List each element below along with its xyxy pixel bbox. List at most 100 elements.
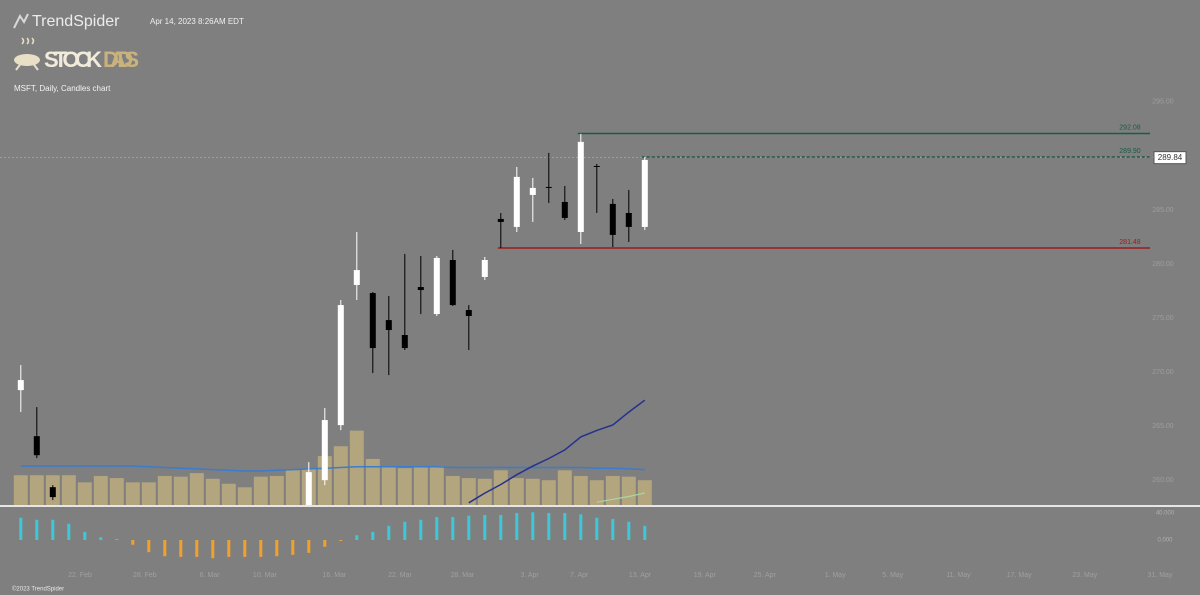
volume-bar bbox=[365, 458, 380, 505]
osc-bar bbox=[403, 521, 407, 540]
volume-bar bbox=[157, 475, 172, 505]
volume-bar bbox=[605, 475, 620, 505]
y-tick-label: 260.00 bbox=[1152, 477, 1174, 484]
volume-bar bbox=[573, 475, 588, 505]
volume-bar bbox=[557, 470, 572, 505]
osc-bar bbox=[611, 519, 615, 540]
volume-bar bbox=[141, 482, 156, 505]
volume-bar bbox=[413, 466, 428, 505]
volume-bar bbox=[205, 478, 220, 505]
level-label: 289.90 bbox=[1119, 148, 1141, 155]
candle-body bbox=[17, 380, 24, 391]
candle-body bbox=[641, 159, 648, 227]
osc-bar bbox=[243, 540, 247, 557]
candle-body bbox=[433, 257, 440, 315]
osc-bar bbox=[339, 540, 343, 541]
x-tick-label: 13. Apr bbox=[629, 572, 652, 579]
osc-bar bbox=[275, 540, 279, 557]
osc-bar bbox=[563, 512, 567, 540]
osc-bar bbox=[83, 531, 87, 540]
osc-bar bbox=[51, 519, 55, 540]
volume-bar bbox=[189, 473, 204, 505]
candle-body bbox=[49, 487, 56, 498]
volume-bar bbox=[61, 475, 76, 505]
osc-bar bbox=[323, 540, 327, 547]
osc-bar bbox=[595, 517, 599, 540]
stockdads-icon bbox=[14, 37, 40, 71]
osc-bar bbox=[211, 540, 215, 559]
volume-bar bbox=[429, 466, 444, 505]
x-tick-label: 10. Mar bbox=[253, 572, 277, 579]
osc-tick-label: 40.000 bbox=[1156, 511, 1175, 517]
volume-bar bbox=[621, 476, 636, 505]
candle-body bbox=[369, 293, 376, 349]
osc-bar bbox=[115, 538, 119, 540]
volume-bar bbox=[477, 478, 492, 505]
candle-body bbox=[609, 203, 616, 235]
volume-bar bbox=[237, 487, 252, 505]
volume-bar bbox=[461, 478, 476, 505]
volume-bar bbox=[509, 478, 524, 505]
volume-bar bbox=[285, 470, 300, 505]
logo-stock: STOCK bbox=[44, 47, 102, 72]
volume-bar bbox=[93, 475, 108, 505]
footer: ©2023 TrendSpider bbox=[12, 586, 64, 593]
osc-bar bbox=[483, 515, 487, 540]
osc-bar bbox=[419, 519, 423, 540]
candle-body bbox=[417, 287, 424, 291]
osc-bar bbox=[499, 515, 503, 540]
x-tick-label: 19. Apr bbox=[694, 572, 717, 579]
osc-bar bbox=[99, 537, 103, 540]
level-label: 281.48 bbox=[1119, 239, 1141, 246]
candle-body bbox=[625, 212, 632, 227]
candle-body bbox=[337, 305, 344, 426]
y-tick-label: 280.00 bbox=[1152, 261, 1174, 268]
x-tick-label: 3. Apr bbox=[520, 572, 539, 579]
candle-body bbox=[545, 186, 552, 188]
y-tick-label: 295.00 bbox=[1152, 99, 1174, 106]
timestamp: Apr 14, 2023 8:26AM EDT bbox=[150, 17, 244, 26]
osc-bar bbox=[147, 540, 151, 553]
x-tick-label: 16. Mar bbox=[323, 572, 347, 579]
last-price-box bbox=[1153, 151, 1187, 165]
volume-bar bbox=[221, 483, 236, 505]
x-tick-label: 28. Mar bbox=[451, 572, 475, 579]
volume-ma2 bbox=[596, 492, 645, 503]
osc-bar bbox=[627, 521, 631, 540]
osc-bar bbox=[291, 540, 295, 555]
y-tick-label: 275.00 bbox=[1152, 315, 1174, 322]
candle-body bbox=[465, 310, 472, 316]
x-tick-label: 6. Mar bbox=[200, 572, 221, 579]
last-price-label: 289.84 bbox=[1158, 153, 1183, 162]
x-tick-label: 25. Apr bbox=[754, 572, 777, 579]
volume-bar bbox=[493, 470, 508, 505]
osc-bar bbox=[195, 540, 199, 557]
x-tick-label: 22. Mar bbox=[388, 572, 412, 579]
candle-body bbox=[497, 218, 504, 222]
osc-bar bbox=[67, 523, 71, 540]
x-tick-label: 17. May bbox=[1007, 572, 1032, 579]
candle-body bbox=[305, 472, 312, 506]
osc-bar bbox=[467, 515, 471, 540]
osc-bar bbox=[435, 517, 439, 540]
candle-body bbox=[321, 420, 328, 481]
osc-bar bbox=[307, 540, 311, 553]
volume-bar bbox=[525, 478, 540, 505]
y-tick-label: 285.00 bbox=[1152, 207, 1174, 214]
candle-body bbox=[561, 201, 568, 218]
osc-bar bbox=[387, 525, 391, 540]
candle-body bbox=[33, 436, 40, 456]
volume-bar bbox=[269, 475, 284, 505]
level-label: 292.08 bbox=[1119, 124, 1141, 131]
osc-bar bbox=[355, 535, 359, 540]
candle-body bbox=[593, 165, 600, 167]
x-tick-label: 22. Feb bbox=[68, 572, 92, 579]
osc-bar bbox=[19, 517, 23, 540]
osc-bar bbox=[227, 540, 231, 557]
volume-ma bbox=[20, 465, 645, 472]
osc-bar bbox=[163, 540, 167, 557]
y-tick-label: 265.00 bbox=[1152, 423, 1174, 430]
x-tick-label: 7. Apr bbox=[570, 572, 589, 579]
